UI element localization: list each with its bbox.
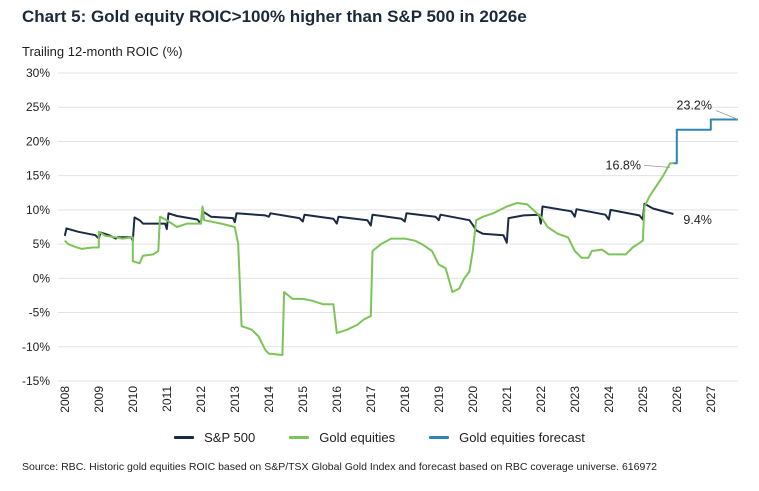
x-tick-label: 2026 [670,386,684,413]
legend-swatch [289,436,310,439]
annotation-leader [643,164,671,168]
annotation-label: 9.4% [683,213,712,227]
x-tick-label: 2011 [160,386,174,412]
y-axis-label: Trailing 12-month ROIC (%) [22,44,183,59]
legend-swatch [174,436,195,439]
x-tick-label: 2021 [500,386,514,413]
x-tick-label: 2012 [194,386,208,413]
source-note: Source: RBC. Historic gold equities ROIC… [22,461,658,473]
chart-title: Chart 5: Gold equity ROIC>100% higher th… [22,7,527,26]
x-tick-label: 2014 [262,386,276,413]
x-tick-label: 2010 [126,386,140,413]
legend-swatch [429,436,450,439]
y-tick-label: 5% [33,237,51,251]
legend-label: Gold equities [319,430,396,445]
series-line-sp500 [63,202,674,244]
series-line-gold-forecast [673,118,738,165]
legend: S&P 500 Gold equities Gold equities fore… [0,430,759,445]
legend-label: Gold equities forecast [459,430,585,445]
legend-item-gold-forecast: Gold equities forecast [429,430,585,445]
annotation-leader [715,110,739,120]
y-tick-label: 10% [26,203,50,217]
series-line-gold-equities [64,162,674,356]
x-tick-label: 2023 [568,386,582,413]
x-tick-label: 2008 [58,386,72,413]
x-tick-label: 2018 [398,386,412,413]
y-tick-label: 0% [33,271,51,285]
annotation-label: 16.8% [606,158,641,172]
x-tick-label: 2027 [704,386,718,413]
legend-item-sp500: S&P 500 [174,430,255,445]
x-tick-label: 2024 [602,386,616,413]
y-tick-label: 25% [26,100,50,114]
y-tick-label: -15% [22,374,50,388]
y-tick-label: 15% [26,169,50,183]
x-tick-label: 2019 [432,386,446,413]
y-tick-label: -5% [29,306,51,320]
annotation-label: 23.2% [677,99,712,113]
x-tick-label: 2015 [296,386,310,413]
y-tick-label: -10% [22,340,50,354]
x-tick-label: 2020 [466,386,480,413]
y-tick-label: 30% [26,66,50,80]
x-tick-label: 2017 [364,386,378,413]
x-tick-label: 2025 [636,386,650,413]
x-tick-label: 2013 [228,386,242,413]
x-tick-label: 2022 [534,386,548,413]
legend-item-gold-equities: Gold equities [289,430,395,445]
x-tick-label: 2009 [92,386,106,413]
legend-label: S&P 500 [204,430,256,445]
y-tick-label: 20% [26,134,50,148]
x-tick-label: 2016 [330,386,344,413]
